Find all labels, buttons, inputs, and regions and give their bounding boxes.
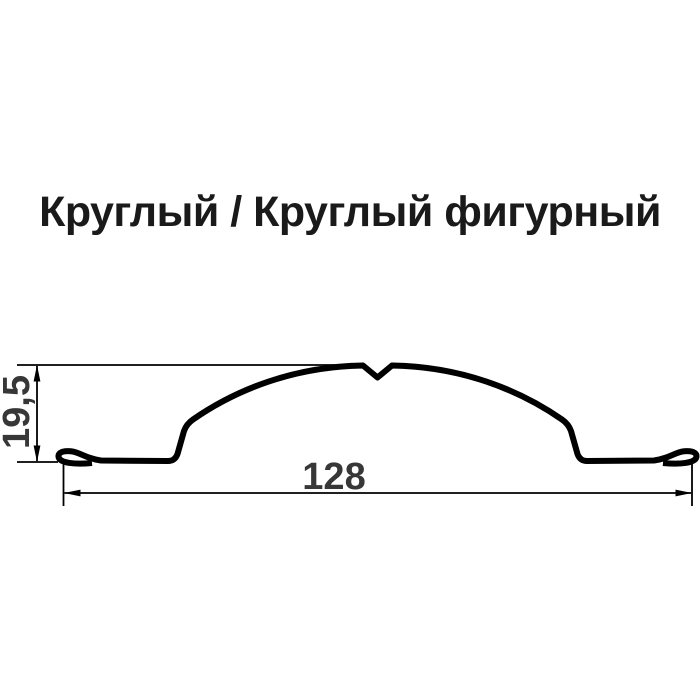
height-dimension-label: 19,5 [0, 375, 38, 449]
width-arrow-left [64, 489, 81, 497]
width-dimension-label: 128 [302, 456, 365, 498]
height-arrow-down [33, 445, 41, 462]
width-arrow-right [675, 489, 692, 497]
width-dimension: 128 [62, 456, 693, 506]
page-title: Круглый / Круглый фигурный [39, 188, 661, 236]
height-arrow-up [33, 365, 41, 382]
height-dimension: 19,5 [0, 364, 352, 463]
profile-outline [55, 362, 700, 467]
